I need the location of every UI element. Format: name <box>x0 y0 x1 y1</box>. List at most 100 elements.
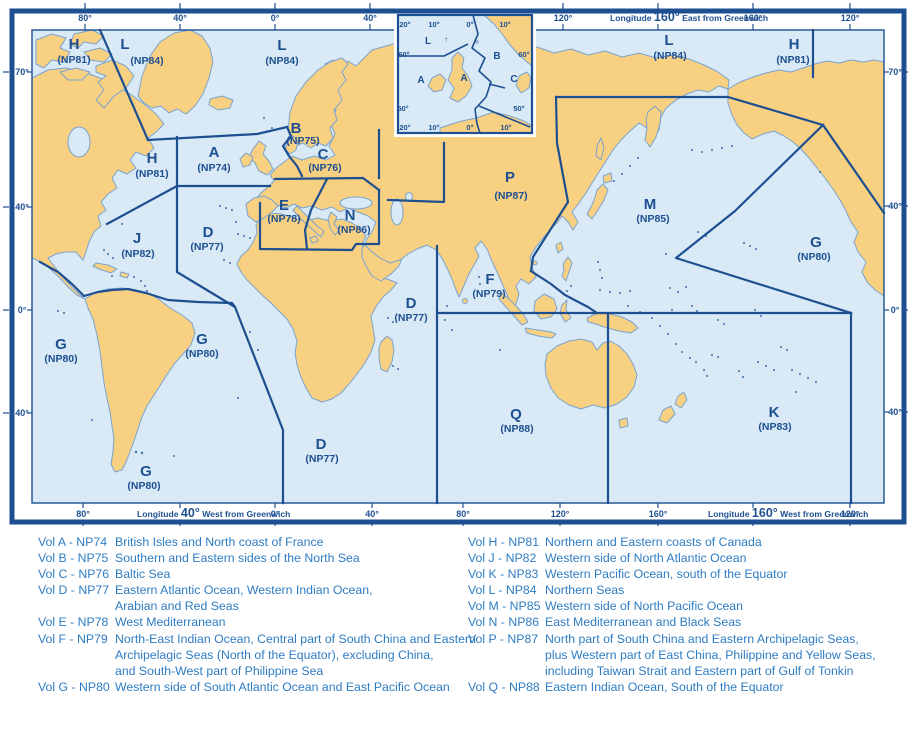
inset-degree-label: 20° <box>399 20 410 29</box>
legend-description: Southern and Eastern sides of the North … <box>115 551 360 566</box>
legend-item: Vol N - NP86 East Mediterranean and Black… <box>468 614 908 630</box>
longitude-label: 40° <box>365 509 379 519</box>
legend-description: Western side of North Pacific Ocean <box>545 599 743 614</box>
legend-vol-code: Vol E - NP78 <box>38 615 109 630</box>
legend-item: Archipelagic Seas (North of the Equator)… <box>38 647 458 663</box>
latitude-label: 70° <box>15 67 29 77</box>
legend-vol-code: Vol N - NP86 <box>468 615 540 630</box>
region-label: C <box>318 146 329 163</box>
legend-item: including Taiwan Strait and Eastern part… <box>468 663 908 679</box>
legend-description: Western side of South Atlantic Ocean and… <box>115 679 450 694</box>
legend-description: North-East Indian Ocean, Central part of… <box>115 631 476 646</box>
region-label: H <box>69 36 80 53</box>
longitude-label: 120° <box>554 13 573 23</box>
inset-degree-label: 10° <box>428 20 439 29</box>
latitude-label: 70° <box>888 67 902 77</box>
latitude-label: 40° <box>15 202 29 212</box>
region-label: G <box>140 463 152 480</box>
region-np-label: (NP87) <box>494 190 527 202</box>
longitude-label: 160° <box>649 509 668 519</box>
region-label: N <box>345 207 356 224</box>
region-label: K <box>769 404 780 421</box>
legend-item: and South-West part of Philippine Sea <box>38 663 458 679</box>
legend-vol-code: Vol P - NP87 <box>468 631 539 646</box>
legend-description: West Mediterranean <box>115 615 226 630</box>
region-np-label: (NP80) <box>797 251 830 263</box>
inset-degree-label: 60° <box>518 50 529 59</box>
region-label: G <box>810 234 822 251</box>
region-np-label: (NP81) <box>135 168 168 180</box>
world-limits-map: 80° 40° 0° 40° 120° 160° 120° 80° 0° 40° 80° 120° 16… <box>3 3 908 526</box>
legend-vol-code: Vol G - NP80 <box>38 679 110 694</box>
legend-description: Eastern Atlantic Ocean, Western Indian O… <box>115 583 373 598</box>
region-label: H <box>147 150 158 167</box>
latitude-label: 40° <box>888 407 902 417</box>
inset-degree-label: 10° <box>499 20 510 29</box>
longitude-label: 0° <box>271 13 280 23</box>
longitude-phrase: Longitude 160° West from Greenwich <box>708 506 868 520</box>
region-label: G <box>196 331 208 348</box>
region-labels: H(NP81)L(NP84)L(NP84)L(NP84)H(NP81)H(NP8… <box>44 32 830 492</box>
latitude-label: 40° <box>888 201 902 211</box>
legend-item: Vol F - NP79 North-East Indian Ocean, Cen… <box>38 631 476 647</box>
region-np-label: (NP81) <box>57 54 90 66</box>
region-label: M <box>644 196 657 213</box>
region-np-label: (NP83) <box>758 421 791 433</box>
longitude-label: 120° <box>551 509 570 519</box>
longitude-label: 40° <box>363 13 377 23</box>
outer-map-border <box>9 8 907 525</box>
longitude-label: 120° <box>841 509 860 519</box>
legend-item: Vol C - NP76 Baltic Sea <box>38 566 458 582</box>
region-np-label: (NP77) <box>394 312 427 324</box>
region-np-label: (NP75) <box>286 135 319 147</box>
region-label: G <box>55 336 67 353</box>
region-label: J <box>133 230 141 247</box>
legend-item: Vol K - NP83 Western Pacific Ocean, south… <box>468 566 908 582</box>
region-label: F <box>485 271 494 288</box>
legend-item: Vol A - NP74 British Isles and North coas… <box>38 534 458 550</box>
region-label: L <box>664 32 673 49</box>
inset-degree-label: 50° <box>513 104 524 113</box>
legend-description: Northern Seas <box>545 583 625 598</box>
region-np-label: (NP76) <box>308 162 341 174</box>
legend-item: Arabian and Red Seas <box>38 598 458 614</box>
legend-item: Vol J - NP82 Western side of North Atlant… <box>468 550 908 566</box>
legend-column-left: Vol A - NP74 British Isles and North coas… <box>38 534 476 695</box>
legend-item: Vol L - NP84 Northern Seas <box>468 582 908 598</box>
legend-description: East Mediterranean and Black Seas <box>545 615 742 630</box>
longitude-label: 160° <box>744 13 763 23</box>
inset-map <box>394 11 536 137</box>
region-label: Q <box>510 406 522 423</box>
region-np-label: (NP81) <box>776 54 809 66</box>
region-np-label: (NP88) <box>500 423 533 435</box>
legend-vol-code: Vol L - NP84 <box>468 583 537 598</box>
legend-vol-code: Vol A - NP74 <box>38 535 108 549</box>
legend-description: and South-West part of Philippine Sea <box>115 663 324 678</box>
latitude-label: 0° <box>18 305 27 315</box>
legend-description: plus Western part of East China, Philipp… <box>545 647 876 662</box>
region-np-label: (NP84) <box>265 55 298 67</box>
region-np-label: (NP74) <box>197 162 230 174</box>
legend-vol-code: Vol J - NP82 <box>468 551 537 566</box>
legend-description: Arabian and Red Seas <box>115 599 239 614</box>
region-np-label: (NP77) <box>190 241 223 253</box>
region-np-label: (NP79) <box>472 288 505 300</box>
island-dots <box>57 117 821 457</box>
inset-degree-label: 0° <box>466 123 473 132</box>
region-np-label: (NP84) <box>653 50 686 62</box>
legend-item: Vol E - NP78 West Mediterranean <box>38 614 458 630</box>
inset-region-label: B <box>493 51 500 62</box>
inset-labels: L A A B C 20° 10° 0° 10° 20° 10° 0° 10° 60° 50° 60° 50° ↑ <box>397 20 529 132</box>
legend-vol-code: Vol H - NP81 <box>468 535 540 549</box>
legend-item: Vol P - NP87 North part of South China an… <box>468 631 908 647</box>
inset-region-label: L <box>425 36 431 47</box>
longitude-label: 80° <box>78 13 92 23</box>
region-label: D <box>203 224 214 241</box>
legend-vol-code: Vol F - NP79 <box>38 631 108 646</box>
volume-legend: Vol A - NP74 British Isles and North coas… <box>0 528 916 750</box>
region-label: P <box>505 169 515 186</box>
region-np-label: (NP85) <box>636 213 669 225</box>
legend-item: Vol G - NP80 Western side of South Atlant… <box>38 679 458 695</box>
inset-degree-label: 10° <box>428 123 439 132</box>
latitude-longitude-labels: 80° 40° 0° 40° 120° 160° 120° 80° 0° 40° 80° 120° 16… <box>3 3 908 526</box>
